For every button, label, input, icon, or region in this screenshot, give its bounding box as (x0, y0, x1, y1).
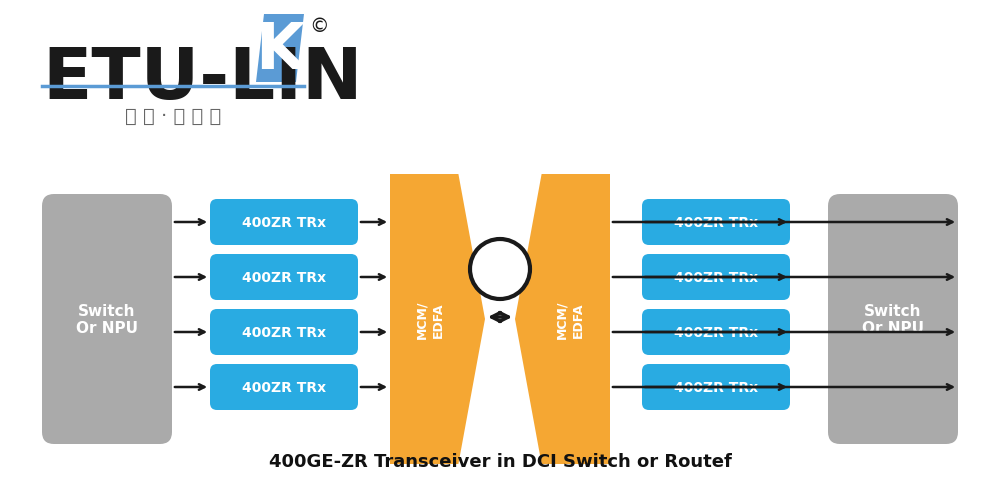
FancyBboxPatch shape (642, 309, 790, 355)
Text: Switch
Or NPU: Switch Or NPU (76, 303, 138, 336)
FancyBboxPatch shape (642, 200, 790, 245)
Polygon shape (390, 175, 485, 464)
Text: Switch
Or NPU: Switch Or NPU (862, 303, 924, 336)
FancyBboxPatch shape (210, 309, 358, 355)
FancyBboxPatch shape (42, 195, 172, 444)
Text: MCM/
EDFA: MCM/ EDFA (555, 300, 585, 339)
Text: 400GE-ZR Transceiver in DCI Switch or Routef: 400GE-ZR Transceiver in DCI Switch or Ro… (269, 452, 731, 470)
FancyBboxPatch shape (210, 364, 358, 410)
FancyBboxPatch shape (210, 254, 358, 301)
Polygon shape (515, 175, 610, 464)
Text: 400ZR TRx: 400ZR TRx (674, 380, 758, 394)
Text: ©: © (309, 18, 329, 37)
FancyBboxPatch shape (642, 254, 790, 301)
Text: 400ZR TRx: 400ZR TRx (674, 325, 758, 339)
Text: 400ZR TRx: 400ZR TRx (242, 380, 326, 394)
Text: 400ZR TRx: 400ZR TRx (242, 270, 326, 285)
Text: K: K (255, 20, 305, 82)
Text: 400ZR TRx: 400ZR TRx (674, 216, 758, 229)
Text: 400ZR TRx: 400ZR TRx (242, 216, 326, 229)
Text: MCM/
EDFA: MCM/ EDFA (415, 300, 445, 339)
Text: 400ZR TRx: 400ZR TRx (242, 325, 326, 339)
Polygon shape (256, 15, 304, 83)
FancyBboxPatch shape (828, 195, 958, 444)
Circle shape (470, 240, 530, 299)
Text: 400ZR TRx: 400ZR TRx (674, 270, 758, 285)
Text: 易 天 · 光 通 信: 易 天 · 光 通 信 (125, 107, 221, 126)
Text: ETU-LIN: ETU-LIN (42, 45, 362, 114)
FancyBboxPatch shape (210, 200, 358, 245)
FancyBboxPatch shape (642, 364, 790, 410)
